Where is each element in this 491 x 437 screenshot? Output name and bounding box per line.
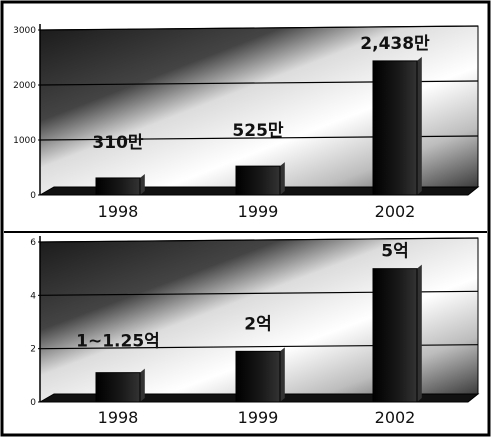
x-tick-label: 1998 xyxy=(98,408,139,427)
bar xyxy=(95,177,141,196)
y-tick-label: 1000 xyxy=(13,136,36,146)
data-label: 2,438만 xyxy=(360,34,430,54)
x-tick-label: 1998 xyxy=(98,202,139,221)
bar-side xyxy=(417,264,422,402)
gridline xyxy=(39,237,479,243)
bar-side xyxy=(280,162,285,195)
bar-side xyxy=(280,347,285,402)
data-label: 1~1.25억 xyxy=(76,332,160,352)
bar xyxy=(372,60,418,196)
x-tick-label: 1999 xyxy=(238,202,279,221)
panel-subscribers: 0 1000 2000 3000 310만 1998 525만 1999 2,438만 2002 xyxy=(4,24,487,233)
y-tick-label: 0 xyxy=(30,191,36,201)
y-tick-label: 6 xyxy=(30,238,36,248)
y-tick-label: 2000 xyxy=(13,81,36,91)
x-tick-label: 1999 xyxy=(238,408,279,427)
x-tick-label: 2002 xyxy=(375,408,416,427)
x-tick-label: 2002 xyxy=(375,202,416,221)
data-label: 5억 xyxy=(381,242,408,262)
bar-side xyxy=(417,56,422,195)
bar xyxy=(235,165,281,196)
data-label: 525만 xyxy=(232,121,283,141)
y-tick-label: 3000 xyxy=(13,26,36,36)
y-tick-label: 0 xyxy=(30,398,36,408)
bar xyxy=(95,372,141,403)
bar-side xyxy=(140,173,145,195)
bar-side xyxy=(140,368,145,402)
data-label: 2억 xyxy=(244,314,271,334)
panel-revenue: 0 2 4 6 1~1.25억 1998 2억 1999 5억 2002 xyxy=(30,236,480,427)
gridline xyxy=(39,25,479,31)
data-label: 310만 xyxy=(92,133,143,153)
y-tick-label: 2 xyxy=(30,345,36,355)
bar xyxy=(372,268,418,403)
y-tick-label: 4 xyxy=(30,291,36,301)
bar xyxy=(235,350,281,403)
